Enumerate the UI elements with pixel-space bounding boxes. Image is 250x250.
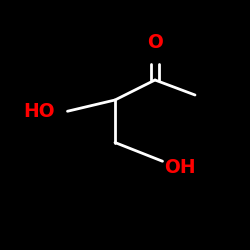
Text: OH: OH (164, 158, 196, 177)
Text: HO: HO (23, 102, 54, 121)
Text: O: O (147, 33, 163, 52)
